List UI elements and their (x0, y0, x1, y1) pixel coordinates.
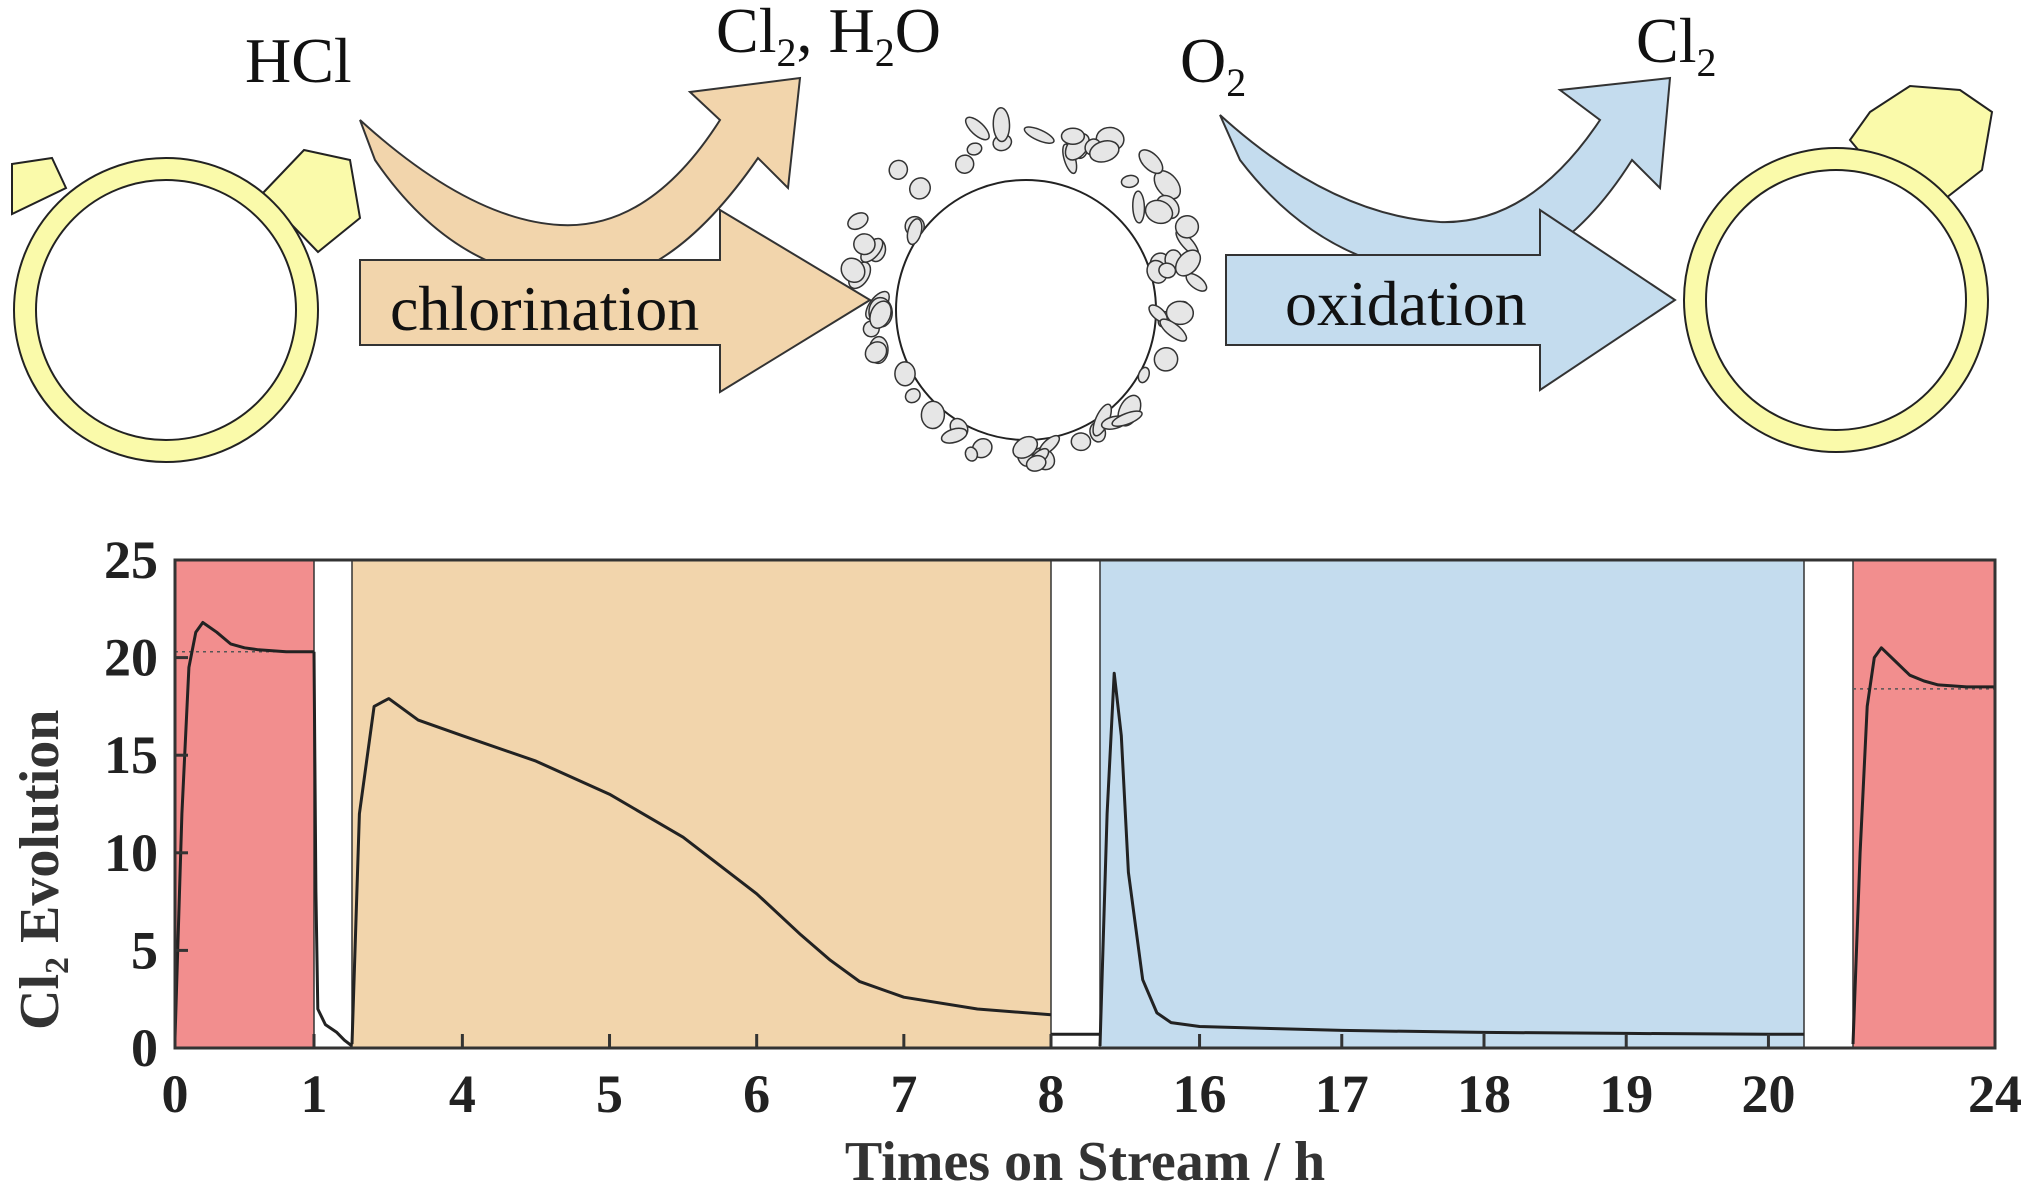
deposit-particle (906, 218, 923, 246)
chart-series (173, 621, 1995, 1050)
regenerated-core (1705, 169, 1967, 431)
deposit-particle (966, 142, 983, 156)
chlorination-arrow (359, 208, 872, 394)
x-tick-label: 19 (1599, 1064, 1653, 1124)
oxidation-arrow (1225, 208, 1677, 392)
deposit-particle (954, 154, 975, 174)
region-chlorination (351, 559, 1052, 1049)
deposit-particle (920, 400, 946, 430)
y-tick-label: 0 (131, 1018, 158, 1078)
deposit-particle (964, 116, 990, 141)
deposit-particle (847, 212, 869, 231)
x-axis: 0 1 4 5 6 7 8 16 17 18 19 20 24 (162, 1034, 2022, 1124)
deposit-particle (1120, 174, 1140, 189)
deposit-particle (1153, 346, 1179, 372)
x-tick-label: 4 (449, 1064, 476, 1124)
oxidation-label: oxidation (1285, 268, 1527, 339)
deposit-particle (904, 388, 921, 404)
deposit-particle (1159, 318, 1188, 342)
y-axis-title: Cl2 Evolution (9, 710, 76, 1030)
catalyst-nub-left (11, 156, 68, 216)
deposit-particle (1025, 454, 1047, 472)
deposit-particle (1023, 126, 1055, 144)
catalyst-core (35, 179, 297, 441)
deposit-particle (992, 106, 1011, 143)
deposit-particle (869, 300, 892, 330)
chlorination-products: Cl2, H2O (716, 0, 941, 75)
chart-regions (174, 559, 1996, 1049)
series-line-chlorination (350, 697, 1052, 1045)
deposit-particle (940, 427, 968, 444)
deposit-particle (888, 159, 909, 180)
chart: 0 5 10 15 20 25 0 1 4 5 6 7 8 16 17 18 19 20 24 Cl2 Evolu… (9, 530, 2022, 1185)
region-activity-2 (1852, 559, 1996, 1049)
deposit-particle (1138, 149, 1164, 175)
reactant-hcl: HCl (245, 25, 352, 96)
regenerated-catalyst (1683, 84, 1994, 453)
y-tick-label: 10 (104, 823, 158, 883)
reference-lines (175, 650, 1995, 690)
deposit-particle (909, 177, 931, 200)
deposit-particle (1158, 262, 1177, 279)
x-tick-label: 17 (1315, 1064, 1369, 1124)
fresh-catalyst (11, 148, 362, 463)
reactant-o2: O2 (1180, 25, 1246, 105)
region-oxidation (1099, 559, 1805, 1049)
deposit-particle (1165, 300, 1195, 326)
x-tick-label: 0 (162, 1064, 189, 1124)
x-tick-label: 20 (1741, 1064, 1795, 1124)
deposit-particle (894, 361, 916, 387)
deposit-particle (1132, 190, 1146, 224)
deposit-particle (1137, 366, 1151, 384)
series-line-activity-2 (1851, 646, 1995, 1045)
y-tick-label: 20 (104, 628, 158, 688)
x-axis-title: Times on Stream / h (845, 1131, 1325, 1185)
deposit-particle (1070, 432, 1092, 452)
y-tick-label: 25 (104, 530, 158, 590)
y-tick-label: 5 (131, 920, 158, 980)
reaction-scheme: HCl Cl2, H2O chlorination O2 Cl2 oxidati… (11, 0, 1994, 472)
deposit-particle (840, 257, 866, 284)
deposit-particle (1111, 410, 1143, 427)
catalyst-nub-right (260, 148, 362, 254)
oxidation-curved-arrow (1219, 76, 1672, 278)
y-tick-label: 15 (104, 725, 158, 785)
x-tick-label: 8 (1038, 1064, 1065, 1124)
plot-frame (173, 558, 1997, 1050)
deposit-particle (964, 446, 979, 462)
x-tick-label: 18 (1457, 1064, 1511, 1124)
x-tick-label: 7 (890, 1064, 917, 1124)
x-tick-label: 6 (743, 1064, 770, 1124)
x-tick-label: 24 (1968, 1064, 2022, 1124)
deposit-particle (1174, 215, 1200, 239)
deposit-particle (1012, 435, 1039, 459)
series-line-gap-1 (312, 651, 353, 1048)
chlorination-label: chlorination (390, 273, 699, 344)
deposit-particle (864, 341, 888, 364)
deposit-particle (1088, 140, 1120, 163)
chlorinated-catalyst (840, 106, 1208, 472)
x-tick-label: 5 (596, 1064, 623, 1124)
x-tick-label: 16 (1173, 1064, 1227, 1124)
y-axis: 0 5 10 15 20 25 (104, 530, 188, 1078)
series-line-activity-1 (173, 621, 314, 1039)
deposit-particle (1060, 127, 1086, 145)
deposit-particle (1174, 249, 1202, 277)
oxidation-product: Cl2 (1636, 5, 1716, 85)
x-tick-label: 1 (301, 1064, 328, 1124)
deposit-particle (853, 233, 876, 256)
deposit-particle (1144, 199, 1174, 225)
series-line-oxidation (1098, 671, 1804, 1047)
